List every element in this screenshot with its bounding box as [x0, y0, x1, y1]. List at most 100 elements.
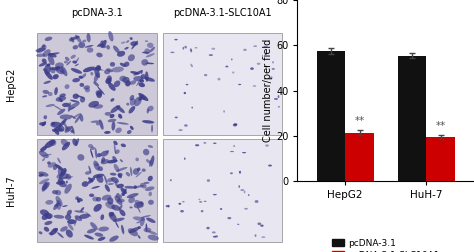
Ellipse shape	[82, 73, 86, 78]
Ellipse shape	[60, 129, 64, 132]
Ellipse shape	[118, 114, 122, 119]
Ellipse shape	[87, 33, 91, 42]
Ellipse shape	[42, 214, 48, 220]
Ellipse shape	[218, 78, 220, 80]
Ellipse shape	[50, 122, 61, 128]
Text: **: **	[436, 121, 446, 131]
Ellipse shape	[85, 171, 91, 175]
Ellipse shape	[64, 184, 72, 194]
Ellipse shape	[73, 45, 78, 49]
Ellipse shape	[120, 63, 126, 67]
Ellipse shape	[48, 232, 53, 235]
Ellipse shape	[84, 235, 94, 239]
Ellipse shape	[63, 121, 68, 130]
Ellipse shape	[73, 113, 81, 118]
Ellipse shape	[38, 174, 44, 177]
Ellipse shape	[56, 173, 69, 179]
Ellipse shape	[255, 234, 256, 237]
Ellipse shape	[195, 144, 199, 146]
Ellipse shape	[137, 226, 141, 229]
Ellipse shape	[133, 70, 143, 76]
Ellipse shape	[261, 236, 265, 238]
Ellipse shape	[168, 205, 170, 207]
Ellipse shape	[130, 71, 140, 75]
Ellipse shape	[95, 163, 99, 166]
Ellipse shape	[97, 86, 105, 95]
Ellipse shape	[87, 47, 93, 53]
Ellipse shape	[68, 107, 75, 111]
Ellipse shape	[55, 196, 63, 206]
Ellipse shape	[111, 177, 119, 183]
Ellipse shape	[42, 182, 47, 192]
Ellipse shape	[71, 37, 74, 43]
Ellipse shape	[230, 151, 234, 152]
Ellipse shape	[240, 189, 245, 191]
Ellipse shape	[148, 200, 154, 205]
Ellipse shape	[141, 96, 146, 100]
Ellipse shape	[54, 128, 59, 135]
Ellipse shape	[265, 144, 269, 147]
Ellipse shape	[186, 84, 188, 85]
Ellipse shape	[42, 121, 46, 126]
Ellipse shape	[65, 214, 71, 220]
Ellipse shape	[138, 95, 143, 101]
Ellipse shape	[40, 146, 46, 152]
Ellipse shape	[107, 197, 113, 205]
Bar	[398, 55, 426, 181]
Ellipse shape	[76, 95, 85, 99]
Ellipse shape	[118, 114, 122, 118]
Ellipse shape	[60, 168, 66, 176]
Ellipse shape	[58, 178, 64, 183]
Ellipse shape	[149, 47, 155, 52]
Ellipse shape	[48, 92, 53, 96]
Ellipse shape	[143, 149, 149, 155]
Ellipse shape	[213, 236, 217, 238]
Bar	[163, 139, 283, 242]
Ellipse shape	[47, 161, 51, 165]
Ellipse shape	[74, 215, 82, 221]
Ellipse shape	[38, 171, 48, 177]
Ellipse shape	[170, 179, 172, 181]
Ellipse shape	[230, 172, 233, 174]
Ellipse shape	[118, 173, 123, 177]
Ellipse shape	[93, 161, 100, 171]
Ellipse shape	[190, 48, 192, 51]
Ellipse shape	[136, 171, 142, 177]
Ellipse shape	[55, 67, 60, 70]
Ellipse shape	[98, 237, 105, 241]
Ellipse shape	[270, 76, 273, 79]
Ellipse shape	[42, 154, 52, 156]
Ellipse shape	[233, 145, 235, 147]
Ellipse shape	[54, 215, 64, 219]
Ellipse shape	[75, 35, 82, 43]
Ellipse shape	[46, 104, 55, 107]
Ellipse shape	[42, 95, 47, 98]
Ellipse shape	[191, 65, 193, 67]
Ellipse shape	[146, 223, 147, 232]
Text: HuH-7: HuH-7	[7, 175, 17, 206]
Ellipse shape	[238, 185, 240, 188]
Ellipse shape	[66, 181, 68, 183]
Ellipse shape	[96, 91, 102, 98]
Ellipse shape	[113, 141, 118, 145]
Ellipse shape	[94, 233, 103, 237]
Ellipse shape	[234, 123, 237, 125]
Ellipse shape	[79, 76, 83, 79]
Ellipse shape	[62, 103, 70, 107]
Ellipse shape	[82, 40, 86, 43]
Ellipse shape	[46, 200, 53, 205]
Legend: pcDNA-3.1, pcDNA-3.1-SLC10A1: pcDNA-3.1, pcDNA-3.1-SLC10A1	[330, 237, 441, 252]
Ellipse shape	[130, 80, 136, 85]
Bar	[317, 51, 345, 181]
Ellipse shape	[209, 54, 213, 56]
Ellipse shape	[115, 149, 119, 154]
Ellipse shape	[74, 210, 84, 213]
Ellipse shape	[37, 45, 46, 53]
Ellipse shape	[147, 43, 154, 48]
Ellipse shape	[61, 139, 68, 146]
Ellipse shape	[75, 138, 79, 145]
Ellipse shape	[107, 160, 118, 164]
Ellipse shape	[250, 67, 254, 70]
Ellipse shape	[96, 122, 100, 125]
Ellipse shape	[228, 217, 231, 219]
